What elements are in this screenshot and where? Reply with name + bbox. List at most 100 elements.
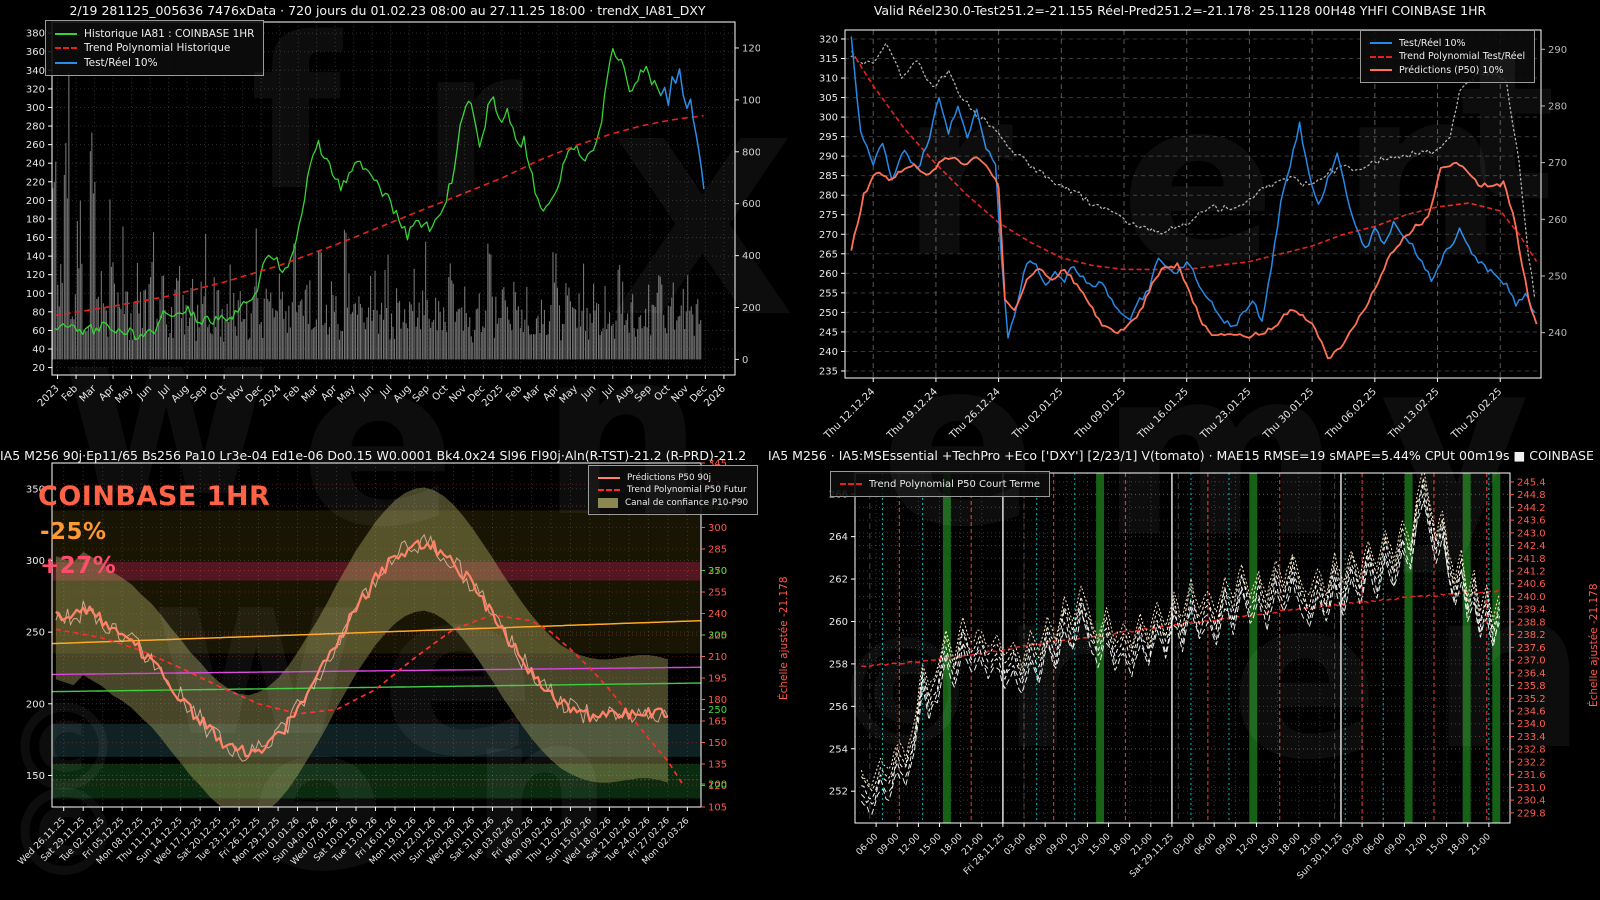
- legend-item: Prédictions (P50) 10%: [1370, 65, 1525, 76]
- tick-label: Oct: [208, 383, 228, 403]
- legend-item: Trend Polynomial P50 Court Terme: [840, 479, 1040, 490]
- legend-label: Trend Polynomial P50 Futur: [627, 485, 747, 495]
- tick-label: Oct: [652, 383, 672, 403]
- legend: Historique IA81 : COINBASE 1HR Trend Poly…: [45, 20, 265, 76]
- tick-label: 255: [708, 588, 727, 599]
- tick-label: 256: [829, 702, 848, 713]
- tick-label: 105: [708, 803, 727, 814]
- tick-label: 100: [26, 289, 45, 300]
- tick-label: 18-00: [939, 832, 965, 858]
- tick-label: 195: [708, 674, 727, 685]
- tick-label: 280: [1548, 101, 1567, 112]
- tick-label: 315: [819, 54, 838, 65]
- tick-label: May: [558, 383, 580, 405]
- tick-label: 12-00: [897, 832, 923, 858]
- legend-label: Trend Polynomial Historique: [84, 42, 231, 54]
- historical-price-chart: 3803603403203002802602402202001801601401…: [26, 21, 760, 409]
- tick-label: 40: [32, 344, 45, 355]
- tick-label: 6000: [742, 199, 760, 210]
- tick-label: 245: [819, 327, 838, 338]
- tick-label: 260: [1548, 215, 1567, 226]
- legend-marker-patch: [598, 497, 618, 508]
- tick-label: 244.2: [1517, 503, 1546, 514]
- tick-label: 239.4: [1517, 605, 1546, 616]
- tick-label: 265: [819, 249, 838, 260]
- tick-label: 120: [26, 270, 45, 281]
- tick-label: 290: [1548, 45, 1567, 56]
- adjusted-scale-axis-label: Échelle ajustée -21.178: [1588, 583, 1600, 707]
- tick-label: 340: [26, 66, 45, 77]
- legend-item: Trend Polynomial Historique: [55, 42, 254, 54]
- legend-label: Test/Réel 10%: [1399, 37, 1466, 49]
- tick-label: 21-00: [1467, 832, 1493, 858]
- legend-marker-dash: [598, 489, 620, 491]
- tick-label: 15-00: [1425, 832, 1451, 858]
- tick-label: Feb: [282, 383, 302, 403]
- tick-label: 300: [708, 631, 727, 642]
- tick-label: 243.6: [1517, 516, 1546, 527]
- tick-label: 231.6: [1517, 770, 1546, 781]
- tick-label: 234.6: [1517, 707, 1546, 718]
- tick-label: 165: [708, 717, 727, 728]
- tick-label: 237.0: [1517, 656, 1546, 667]
- tick-label: Mar: [78, 383, 100, 405]
- legend-marker-line: [1370, 42, 1392, 44]
- tick-label: 241.2: [1517, 567, 1546, 578]
- panel-title: 2/19 281125_005636 7476xData · 720 jours…: [69, 3, 706, 18]
- upside-percent-label: +27%: [40, 553, 117, 579]
- instrument-label: COINBASE 1HR: [38, 481, 271, 512]
- tick-label: 264: [829, 532, 848, 543]
- tick-label: 180: [26, 214, 45, 225]
- tick-label: 320: [26, 84, 45, 95]
- legend-marker-dash: [1370, 55, 1392, 58]
- tick-label: 09-00: [1045, 832, 1071, 858]
- tick-label: 290: [819, 152, 838, 163]
- tick-label: Thu 30.01.25: [1261, 386, 1317, 442]
- tick-label: 233.4: [1517, 732, 1546, 743]
- legend-marker-line: [1370, 69, 1392, 71]
- tick-label: Jun: [357, 383, 377, 403]
- tick-label: 200: [26, 699, 45, 710]
- tick-label: 250: [708, 705, 727, 716]
- tick-label: 360: [26, 47, 45, 58]
- tick-label: 260: [26, 140, 45, 151]
- tick-label: Aug: [614, 383, 636, 405]
- tick-label: 160: [26, 233, 45, 244]
- tick-label: 380: [26, 29, 45, 40]
- tick-label: 229.8: [1517, 808, 1546, 819]
- legend-label: Prédictions P50 90j: [627, 472, 712, 483]
- legend-item: Trend Polynomial Test/Réel: [1370, 51, 1525, 62]
- tick-label: 230.4: [1517, 796, 1546, 807]
- tick-label: 244.8: [1517, 490, 1546, 501]
- tick-label: 250: [1548, 271, 1567, 282]
- tick-label: 2025: [480, 383, 506, 409]
- tick-label: Mar: [522, 383, 544, 405]
- tick-label: 320: [819, 34, 838, 45]
- tick-label: 03-00: [1341, 832, 1367, 858]
- tick-label: 03-00: [1003, 832, 1029, 858]
- tick-label: Thu 19.12.24: [885, 386, 941, 442]
- tick-label: Thu 16.01.25: [1135, 386, 1191, 442]
- tick-label: 250: [819, 308, 838, 319]
- tick-label: 270: [1548, 158, 1567, 169]
- legend-item: Trend Polynomial P50 Futur: [598, 485, 748, 495]
- tick-label: May: [335, 383, 357, 405]
- tick-label: 240.0: [1517, 592, 1546, 603]
- legend-label: Test/Réel 10%: [84, 56, 158, 69]
- tick-label: 238.8: [1517, 617, 1546, 628]
- tick-label: 237.6: [1517, 643, 1546, 654]
- legend-item: Historique IA81 : COINBASE 1HR: [55, 28, 254, 40]
- tick-label: Aug: [392, 383, 414, 405]
- panel-title: Valid Réel230.0-Test251.2=-21.155 Réel-P…: [873, 3, 1487, 18]
- panel-historical-price: 380 360 340 320 300 280 260 240 220 200 180 160 140 1…: [0, 0, 760, 445]
- tick-label: 150: [708, 738, 727, 749]
- tick-label: Thu 02.01.25: [1010, 386, 1066, 442]
- tick-label: Sep: [633, 383, 654, 404]
- legend-marker-line: [598, 476, 620, 479]
- tick-label: 06-00: [1024, 832, 1050, 858]
- tick-label: 06-00: [1193, 832, 1219, 858]
- tick-label: 10000: [742, 95, 760, 106]
- tick-label: 235.8: [1517, 681, 1546, 692]
- tick-label: 2026: [702, 383, 728, 409]
